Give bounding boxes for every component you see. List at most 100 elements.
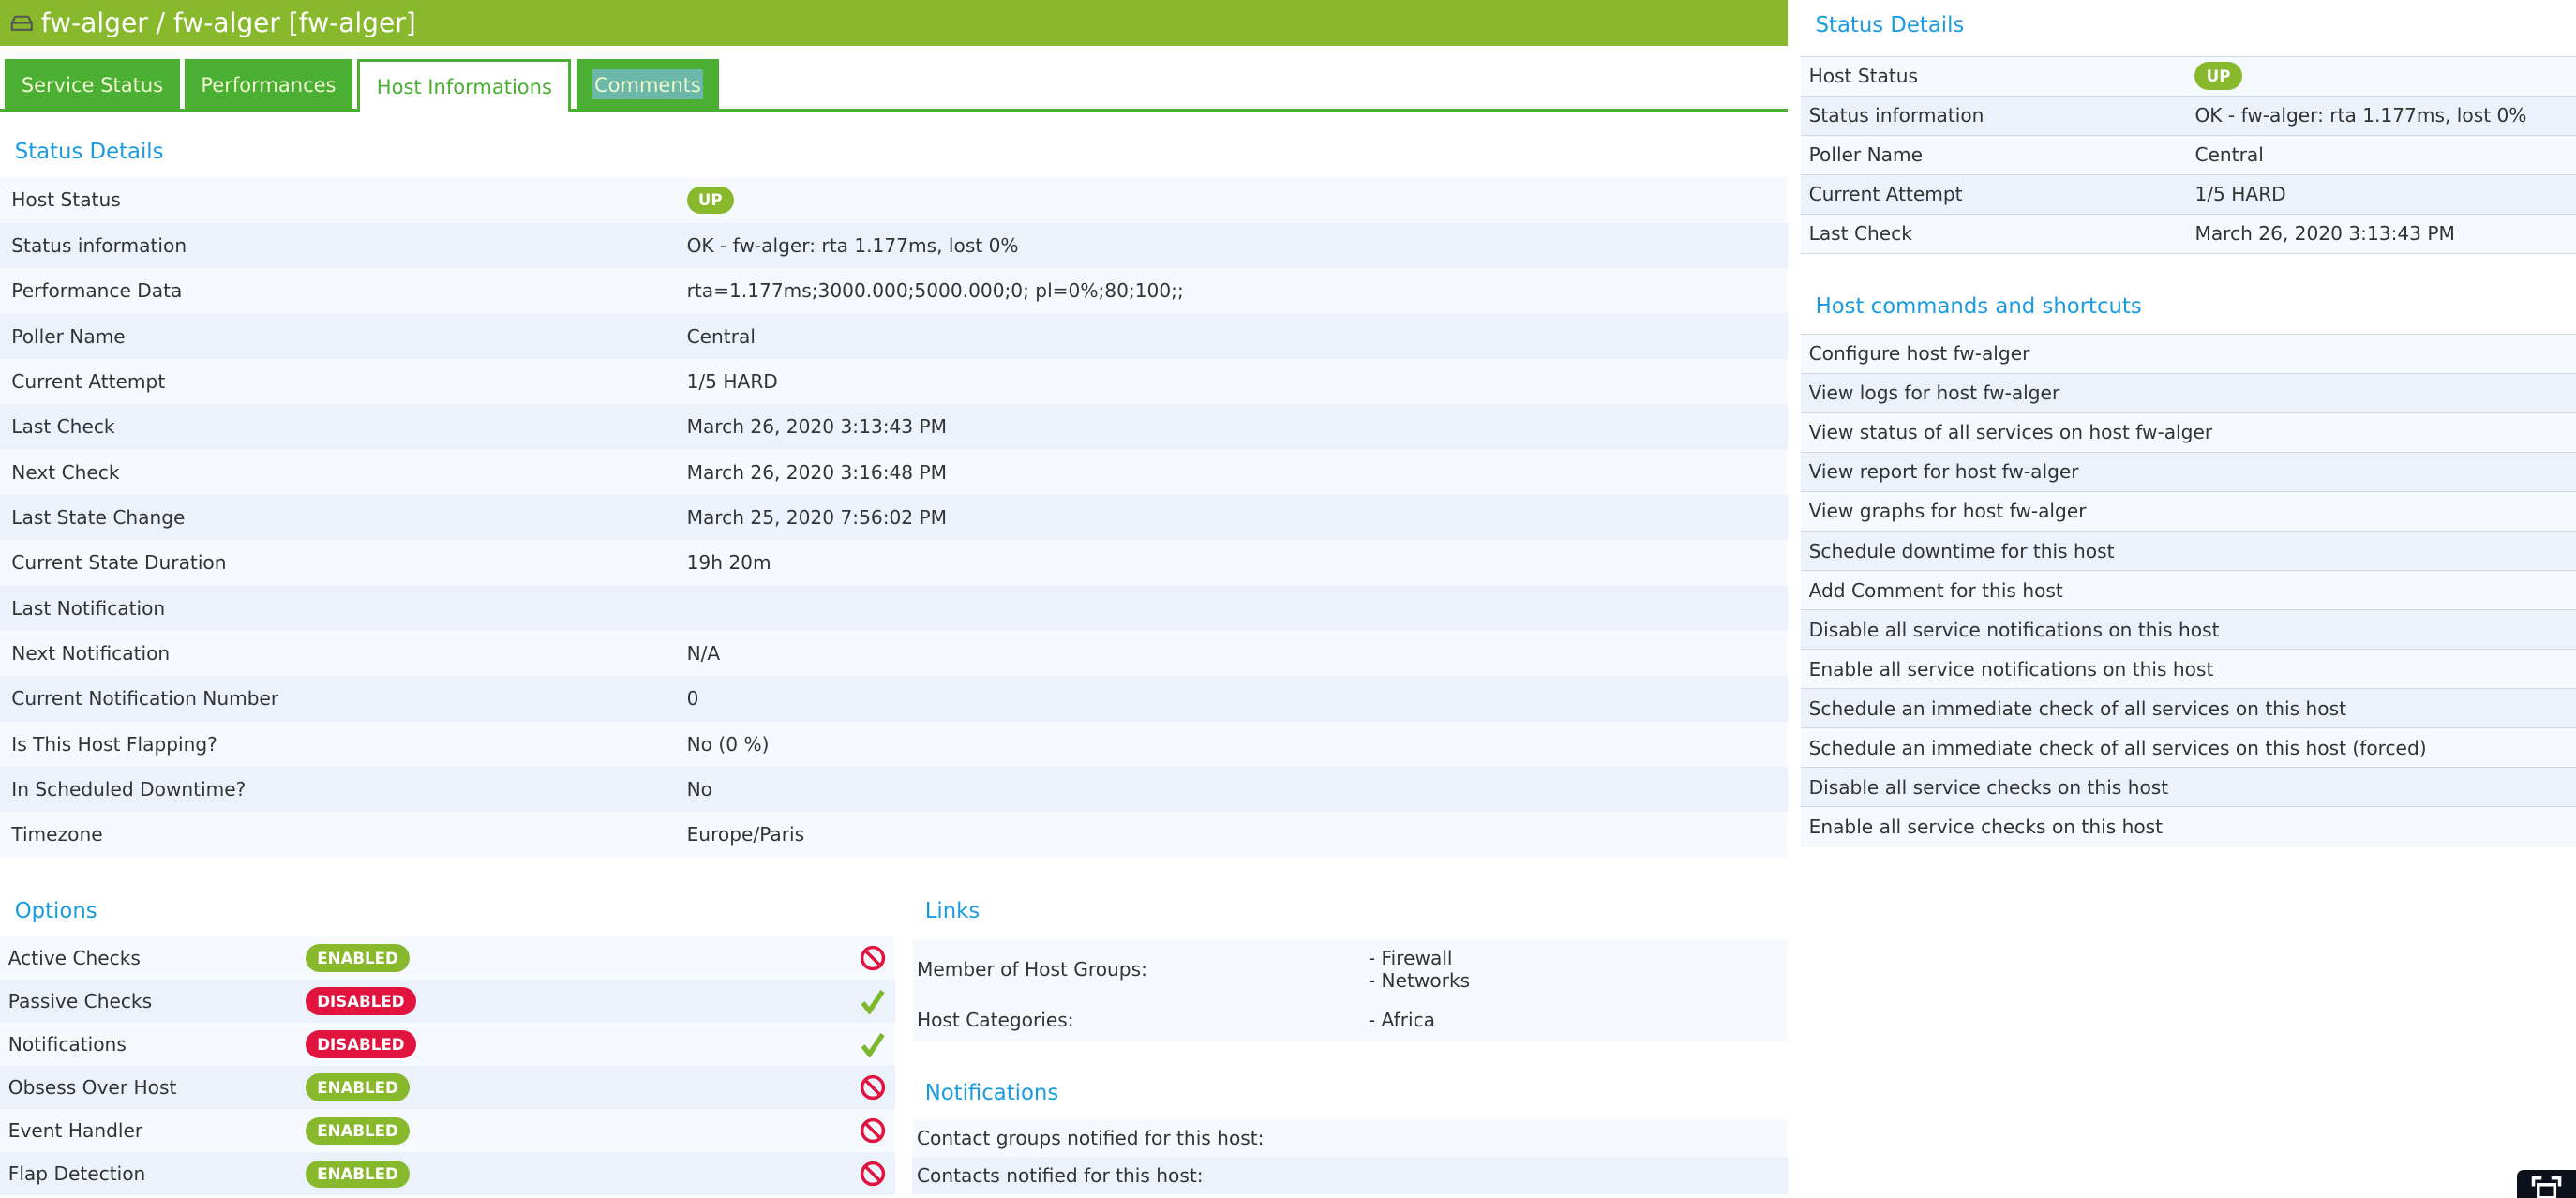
option-status-badge: ENABLED bbox=[305, 944, 411, 972]
status-row: Current State Duration 19h 20m bbox=[0, 540, 1788, 586]
host-group-link[interactable]: - Networks bbox=[1368, 969, 1471, 993]
status-label: Last Check bbox=[1808, 222, 1912, 246]
status-row: Host Status UP bbox=[0, 177, 1788, 223]
right-status-table: Host Status UP Status information OK - fw-a… bbox=[1800, 55, 2576, 254]
status-value: 0 bbox=[686, 687, 699, 711]
links-table: Member of Host Groups: - Firewall - Netw… bbox=[911, 939, 1788, 1042]
notification-label: Contacts notified for this host: bbox=[916, 1163, 1204, 1187]
tab-bar: Service Status Performances Host Informa… bbox=[0, 59, 1788, 112]
notifications-title: Notifications bbox=[924, 1081, 1059, 1106]
status-row: Last State Change March 25, 2020 7:56:02 … bbox=[0, 494, 1788, 541]
option-row: Obsess Over Host ENABLED bbox=[0, 1066, 896, 1110]
status-row: Status information OK - fw-alger: rta 1.1… bbox=[0, 222, 1788, 268]
command-link[interactable]: Disable all service checks on this host bbox=[1800, 768, 2576, 808]
commands-title: Host commands and shortcuts bbox=[1815, 293, 2142, 319]
tab-label: Host Informations bbox=[376, 75, 552, 99]
status-label: Host Status bbox=[11, 188, 121, 212]
status-label: Current Notification Number bbox=[11, 687, 279, 711]
command-label: View report for host fw-alger bbox=[1808, 460, 2079, 484]
host-category-link[interactable]: - Africa bbox=[1368, 1009, 1436, 1032]
status-row: Performance Data rta=1.177ms;3000.000;500… bbox=[0, 267, 1788, 314]
command-link[interactable]: View status of all services on host fw-a… bbox=[1800, 412, 2576, 453]
status-value: March 26, 2020 3:13:43 PM bbox=[2194, 222, 2455, 246]
check-icon[interactable] bbox=[860, 988, 886, 1019]
status-label: Current State Duration bbox=[11, 551, 227, 575]
command-label: Add Comment for this host bbox=[1808, 578, 2063, 602]
commands-list: Configure host fw-alger View logs for hos… bbox=[1800, 333, 2576, 847]
command-link[interactable]: Schedule an immediate check of all servi… bbox=[1800, 689, 2576, 729]
command-link[interactable]: Disable all service notifications on thi… bbox=[1800, 610, 2576, 651]
disable-icon[interactable] bbox=[860, 1074, 886, 1105]
status-value: rta=1.177ms;3000.000;5000.000;0; pl=0%;8… bbox=[686, 279, 1184, 303]
command-link[interactable]: View graphs for host fw-alger bbox=[1800, 491, 2576, 532]
right-status-row: Status information OK - fw-alger: rta 1.1… bbox=[1800, 96, 2576, 136]
command-label: Disable all service notifications on thi… bbox=[1808, 618, 2220, 641]
command-link[interactable]: Schedule downtime for this host bbox=[1800, 532, 2576, 572]
option-status-badge: ENABLED bbox=[305, 1160, 411, 1189]
option-row: Passive Checks DISABLED bbox=[0, 980, 896, 1024]
status-label: Last Check bbox=[11, 415, 115, 439]
command-label: Enable all service notifications on this… bbox=[1808, 657, 2214, 681]
status-label: Current Attempt bbox=[1808, 183, 1963, 206]
right-status-row: Poller Name Central bbox=[1800, 135, 2576, 175]
status-details-table: Host Status UP Status information OK - fw-a… bbox=[0, 177, 1788, 858]
disable-icon[interactable] bbox=[860, 945, 886, 976]
command-label: View graphs for host fw-alger bbox=[1808, 500, 2087, 523]
command-link[interactable]: Add Comment for this host bbox=[1800, 571, 2576, 611]
command-link[interactable]: Enable all service notifications on this… bbox=[1800, 650, 2576, 690]
option-label: Obsess Over Host bbox=[7, 1076, 177, 1100]
command-link[interactable]: Schedule an immediate check of all servi… bbox=[1800, 728, 2576, 769]
status-row: Timezone Europe/Paris bbox=[0, 812, 1788, 858]
tab-service-status[interactable]: Service Status bbox=[5, 59, 180, 111]
status-details-title: Status Details bbox=[14, 139, 164, 164]
status-label: Status information bbox=[11, 233, 187, 257]
status-label: Next Check bbox=[11, 460, 120, 484]
status-value: Central bbox=[686, 324, 756, 348]
option-row: Active Checks ENABLED bbox=[0, 936, 896, 981]
status-value: No bbox=[686, 778, 712, 801]
page-header: fw-alger / fw-alger [fw-alger] bbox=[0, 0, 1788, 47]
status-value: March 26, 2020 3:13:43 PM bbox=[686, 415, 948, 439]
status-label: Last State Change bbox=[11, 505, 186, 529]
option-label: Active Checks bbox=[7, 947, 141, 969]
status-value: No (0 %) bbox=[686, 732, 770, 756]
option-status-badge: DISABLED bbox=[305, 987, 416, 1015]
status-row: Next Check March 26, 2020 3:16:48 PM bbox=[0, 449, 1788, 495]
command-link[interactable]: View logs for host fw-alger bbox=[1800, 373, 2576, 413]
option-status-badge: ENABLED bbox=[305, 1116, 411, 1146]
status-label: Is This Host Flapping? bbox=[11, 732, 217, 756]
status-label: Next Notification bbox=[11, 642, 171, 666]
host-categories-label: Host Categories: bbox=[916, 1009, 1074, 1032]
command-label: View logs for host fw-alger bbox=[1808, 382, 2060, 405]
host-groups-label: Member of Host Groups: bbox=[916, 958, 1147, 981]
status-label: Performance Data bbox=[11, 279, 183, 303]
option-row: Event Handler ENABLED bbox=[0, 1109, 896, 1153]
status-row: Next Notification N/A bbox=[0, 630, 1788, 677]
status-label: Host Status bbox=[1808, 65, 1919, 88]
status-value: March 25, 2020 7:56:02 PM bbox=[686, 505, 948, 529]
tab-label: Performances bbox=[201, 72, 337, 97]
tab-performances[interactable]: Performances bbox=[184, 59, 353, 111]
command-link[interactable]: Configure host fw-alger bbox=[1800, 334, 2576, 374]
command-label: Schedule an immediate check of all servi… bbox=[1808, 696, 2346, 720]
option-label: Flap Detection bbox=[7, 1162, 146, 1186]
host-group-link[interactable]: - Firewall bbox=[1368, 947, 1453, 970]
fullscreen-icon bbox=[2531, 1176, 2562, 1198]
check-icon[interactable] bbox=[860, 1031, 886, 1062]
status-label: Poller Name bbox=[11, 324, 126, 348]
command-link[interactable]: View report for host fw-alger bbox=[1800, 452, 2576, 492]
tab-comments[interactable]: Comments bbox=[576, 59, 720, 111]
right-status-title: Status Details bbox=[1815, 13, 1965, 38]
fullscreen-button[interactable] bbox=[2516, 1169, 2576, 1198]
notifications-table: Contact groups notified for this host: C… bbox=[911, 1118, 1788, 1195]
status-row: Poller Name Central bbox=[0, 313, 1788, 359]
disable-icon[interactable] bbox=[860, 1117, 886, 1148]
disable-icon[interactable] bbox=[860, 1161, 886, 1191]
command-link[interactable]: Enable all service checks on this host bbox=[1800, 807, 2576, 847]
links-title: Links bbox=[924, 898, 981, 923]
tab-host-informations[interactable]: Host Informations bbox=[357, 59, 572, 112]
notification-row: Contacts notified for this host: bbox=[911, 1156, 1788, 1195]
tab-label: Comments bbox=[592, 69, 703, 100]
status-row: Current Notification Number 0 bbox=[0, 676, 1788, 722]
options-title: Options bbox=[14, 898, 97, 923]
